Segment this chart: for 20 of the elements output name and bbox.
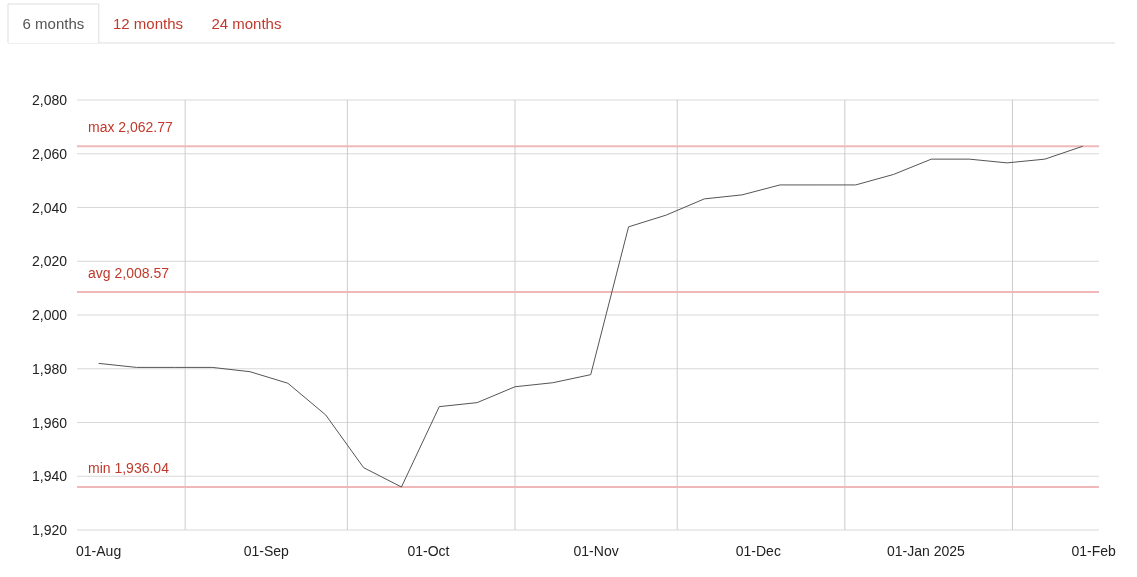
x-tick-label: 01-Aug: [76, 543, 122, 559]
ref-line-label: min 1,936.04: [88, 459, 170, 476]
ref-line-label: max 2,062.77: [88, 119, 174, 136]
x-tick-label: 01-Jan 2025: [887, 543, 966, 559]
tab-bar: 6 months 12 months 24 months: [7, 3, 1116, 44]
x-tick-label: 01-Oct: [407, 543, 450, 559]
y-tick-label: 1,940: [31, 468, 68, 485]
x-tick-label: 01-Nov: [573, 543, 619, 559]
y-tick-label: 1,920: [31, 522, 68, 538]
y-tick-label: 1,980: [31, 360, 68, 377]
y-tick-label: 2,080: [31, 92, 68, 108]
y-tick-label: 2,040: [31, 199, 68, 216]
y-tick-label: 2,060: [31, 145, 68, 162]
x-tick-label: 01-Sep: [243, 543, 290, 559]
x-tick-label: 01-Dec: [735, 543, 781, 559]
y-tick-label: 1,960: [31, 414, 68, 431]
ref-line-label: avg 2,008.57: [88, 264, 170, 281]
y-tick-label: 2,000: [31, 307, 68, 323]
x-tick-label: 01-Feb: [1071, 543, 1116, 559]
y-tick-label: 2,020: [31, 253, 68, 270]
